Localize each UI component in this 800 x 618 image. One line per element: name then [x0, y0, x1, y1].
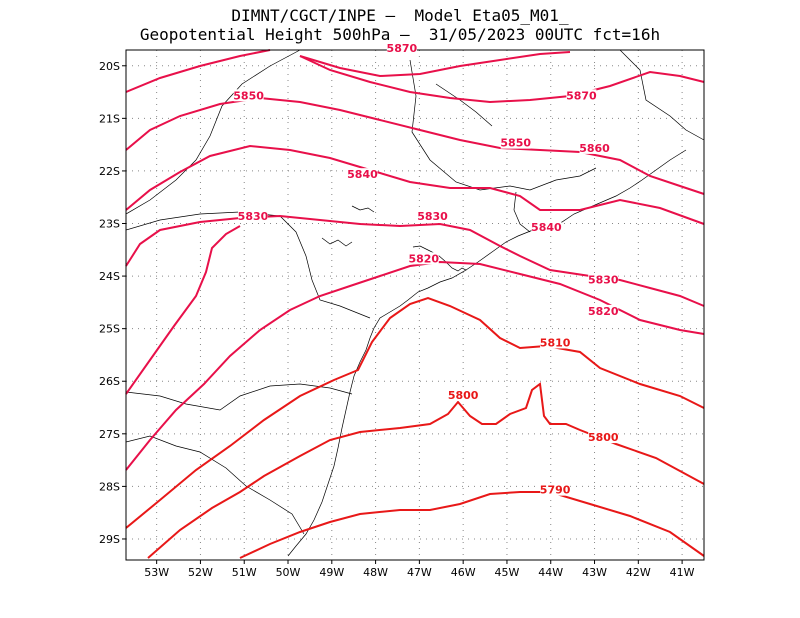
contour-5790	[239, 491, 705, 559]
contour-label-bg	[408, 252, 439, 265]
contour-label-bg	[386, 42, 417, 54]
lon-tick-label: 42W	[626, 566, 651, 579]
contour-label-bg	[588, 273, 619, 286]
lat-tick-label: 24S	[99, 270, 120, 283]
contour-label-bg	[347, 168, 378, 181]
contour-label: 5810	[540, 336, 571, 349]
lat-tick-label: 27S	[99, 428, 120, 441]
contour-label-bg	[588, 431, 619, 444]
title-line-1: DIMNT/CGCT/INPE – Model Eta05_M01_	[231, 6, 569, 25]
contour-label-bg	[448, 389, 479, 402]
lon-tick-label: 52W	[188, 566, 213, 579]
contour-label-bg	[588, 304, 619, 317]
contour-label-bg	[500, 136, 531, 149]
contour-5810	[125, 296, 705, 529]
state-border	[125, 211, 371, 319]
contour-label: 5850	[233, 89, 264, 102]
contour-label-bg	[579, 141, 610, 154]
state-border	[619, 49, 705, 141]
contour-labels: 5870 5870 5860 5850 5850 5840 5840 5830 5830 5830…	[233, 42, 619, 497]
contour-label: 5800	[448, 389, 479, 402]
contour-5870-c	[299, 55, 705, 104]
contour-label-bg	[237, 210, 268, 223]
state-border	[435, 83, 493, 127]
contour-label: 5840	[347, 168, 378, 181]
contour-label: 5830	[238, 210, 269, 223]
contour-label-bg	[566, 89, 597, 102]
contour-5870-a	[299, 51, 571, 78]
grid-lines	[126, 50, 704, 560]
lon-tick-label: 43W	[582, 566, 607, 579]
contour-label: 5870	[387, 42, 418, 55]
reservoir	[351, 205, 375, 213]
lon-tick-label: 50W	[276, 566, 301, 579]
lon-tick-label: 45W	[495, 566, 520, 579]
contour-5850	[125, 144, 705, 225]
state-border	[409, 59, 597, 191]
state-border	[513, 191, 531, 233]
lon-tick-label: 47W	[407, 566, 432, 579]
contour-label: 5840	[531, 221, 562, 234]
lat-tick-label: 25S	[99, 323, 120, 336]
lat-tick-label: 26S	[99, 375, 120, 388]
lat-tick-label: 22S	[99, 165, 120, 178]
contour-5870-b	[125, 49, 271, 93]
contour-label-bg	[540, 483, 571, 496]
coastline-north	[465, 149, 687, 271]
contour-label: 5830	[588, 273, 619, 286]
contour-label: 5820	[588, 305, 619, 318]
title-line-2: Geopotential Height 500hPa – 31/05/2023 …	[139, 25, 661, 44]
lat-tick-label: 21S	[99, 112, 120, 125]
contour-label: 5790	[540, 484, 571, 497]
state-border	[125, 435, 305, 535]
lon-tick-label: 41W	[670, 566, 695, 579]
reservoir	[321, 237, 353, 247]
axis-ticks: 20S 21S 22S 23S 24S 25S 26S 27S 28S 29S 53W 52W 51W 5…	[99, 60, 695, 579]
contour-label-bg	[233, 89, 264, 102]
lon-tick-label: 53W	[144, 566, 169, 579]
height-contours	[125, 49, 705, 559]
contour-label: 5870	[566, 89, 597, 102]
contour-label-bg	[417, 210, 448, 223]
lon-tick-label: 48W	[363, 566, 388, 579]
contour-5820	[125, 260, 705, 471]
lon-tick-label: 46W	[451, 566, 476, 579]
lon-tick-label: 49W	[319, 566, 344, 579]
lat-tick-label: 29S	[99, 533, 120, 546]
contour-5840	[125, 214, 705, 307]
contour-5830	[125, 225, 241, 395]
contour-label-bg	[540, 336, 571, 349]
contour-label: 5800	[588, 431, 619, 444]
lat-tick-label: 28S	[99, 480, 120, 493]
contour-label: 5860	[579, 142, 610, 155]
lat-tick-label: 23S	[99, 218, 120, 231]
lat-tick-label: 20S	[99, 60, 120, 73]
state-border	[125, 49, 301, 215]
contour-label-bg	[531, 220, 562, 233]
lon-tick-label: 44W	[538, 566, 563, 579]
lon-tick-label: 51W	[232, 566, 257, 579]
contour-5800	[147, 382, 705, 559]
contour-label: 5820	[408, 252, 439, 265]
contour-label: 5850	[500, 137, 531, 150]
contour-5860	[125, 96, 705, 195]
coastline	[287, 245, 467, 557]
contour-label: 5830	[417, 210, 448, 223]
